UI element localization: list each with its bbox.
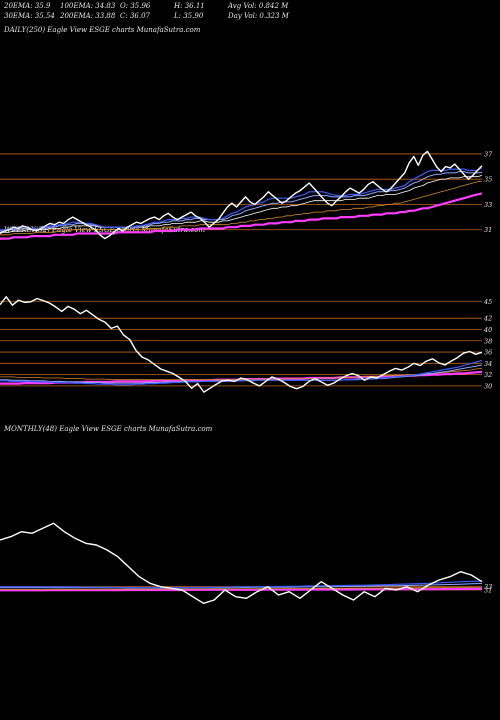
daily-panel: 37 35 33 31 xyxy=(0,150,493,240)
daily-ema100-line xyxy=(0,181,483,236)
daily-ema20-line xyxy=(0,167,483,231)
weekly-price-line xyxy=(0,296,483,393)
monthly-price-line xyxy=(0,522,483,604)
day-vol-readout: Day Vol: 0.323 M xyxy=(228,12,289,20)
ema30-readout: 30EMA: 35.54 xyxy=(4,12,55,20)
monthly-panel-title: MONTHLY(48) Eagle View ESGE charts Munaf… xyxy=(4,425,213,433)
monthly-ema200-line xyxy=(0,587,483,592)
daily-ema50-line xyxy=(0,175,483,233)
monthly-y-tick-label: 31 xyxy=(484,587,492,595)
weekly-y-tick-label: 30 xyxy=(484,382,492,390)
ema100-readout: 100EMA: 34.83 xyxy=(60,2,116,10)
daily-price-line xyxy=(0,150,483,240)
daily-ema200-line xyxy=(0,192,483,240)
ema20-readout: 20EMA: 35.9 xyxy=(4,2,51,10)
weekly-y-tick-label: 40 xyxy=(483,326,492,334)
daily-y-tick-label: 31 xyxy=(484,226,492,234)
weekly-ema20-line xyxy=(0,359,483,386)
daily-y-tick-label: 33 xyxy=(484,201,492,209)
weekly-y-tick-label: 45 xyxy=(483,298,492,306)
weekly-panel: 45 42 40 38 36 34 32 30 xyxy=(0,296,492,393)
high-readout: H: 36.11 xyxy=(174,2,205,10)
open-readout: O: 35.96 xyxy=(120,2,151,10)
daily-y-tick-label: 35 xyxy=(484,176,492,184)
monthly-y-tick-label: 33 xyxy=(484,583,492,591)
daily-y-tick-label: 37 xyxy=(484,150,493,158)
avg-vol-readout: Avg Vol: 0.842 M xyxy=(228,2,289,10)
close-readout: C: 36.07 xyxy=(120,12,150,20)
monthly-ema20-line xyxy=(0,580,483,589)
weekly-y-tick-label: 36 xyxy=(484,349,492,357)
ema200-readout: 200EMA: 33.88 xyxy=(60,12,116,20)
weekly-y-tick-label: 32 xyxy=(484,371,492,379)
daily-ema30-line xyxy=(0,171,483,232)
weekly-y-tick-label: 42 xyxy=(483,315,492,323)
weekly-ema100-line xyxy=(0,368,483,381)
low-readout: L: 35.90 xyxy=(174,12,204,20)
weekly-y-tick-label: 38 xyxy=(484,337,492,345)
weekly-y-tick-label: 34 xyxy=(484,360,492,368)
daily-panel-title: DAILY(250) Eagle View ESGE charts Munafa… xyxy=(4,26,201,34)
